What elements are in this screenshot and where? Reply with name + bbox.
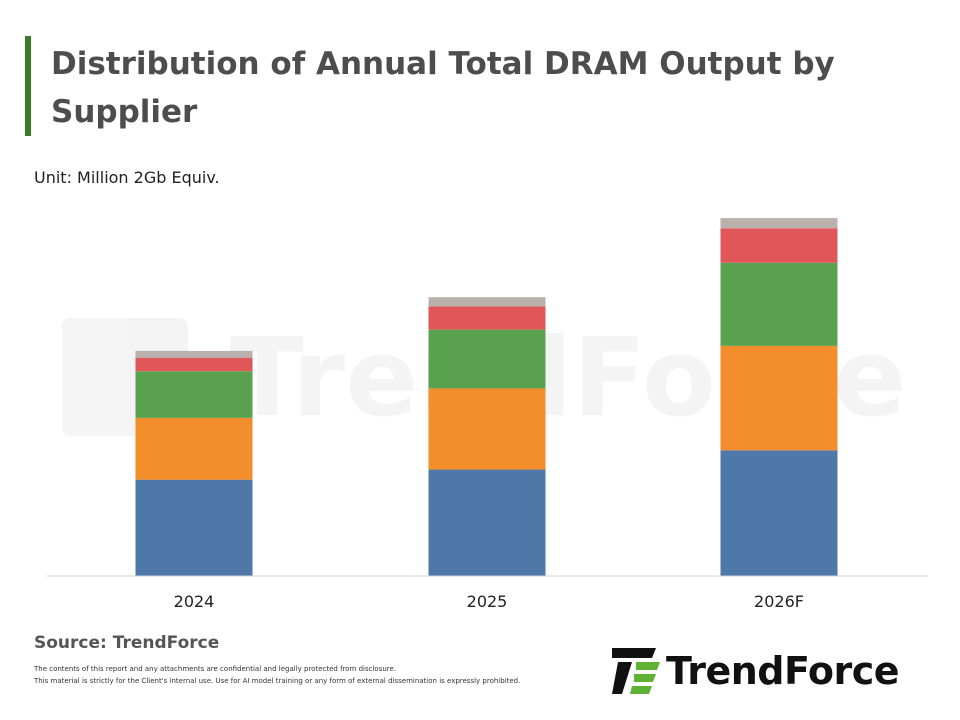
- bar-segment-2026F-s2: [720, 345, 838, 451]
- bar-segment-2025-s2: [428, 388, 546, 470]
- trendforce-logo: TrendForce: [612, 646, 932, 696]
- title-accent-bar: [25, 36, 31, 136]
- disclaimer-line-2: This material is strictly for the Client…: [34, 677, 521, 685]
- bar-segment-2026F-s3: [720, 262, 838, 346]
- source-label: Source: TrendForce: [34, 633, 220, 653]
- disclaimer-line-1: The contents of this report and any atta…: [34, 665, 397, 673]
- bar-segment-2026F-s1: [720, 450, 838, 576]
- unit-label: Unit: Million 2Gb Equiv.: [34, 168, 220, 187]
- bar-segment-2026F-s5: [720, 218, 838, 229]
- bar-segment-2024-s1: [135, 479, 253, 576]
- bar-segment-2025-s4: [428, 306, 546, 330]
- bar-segment-2025-s3: [428, 329, 546, 389]
- trendforce-logo-icon: [612, 648, 660, 694]
- bar-segment-2024-s4: [135, 358, 253, 372]
- bar-segment-2025-s1: [428, 469, 546, 576]
- bar-segment-2024-s3: [135, 371, 253, 418]
- chart-title: Distribution of Annual Total DRAM Output…: [51, 46, 835, 130]
- logo-text: TrendForce: [666, 649, 900, 693]
- bar-segment-2026F-s4: [720, 228, 838, 263]
- chart-bars: [135, 218, 838, 576]
- x-tick-label-2026F: 2026F: [754, 592, 804, 611]
- x-tick-label-2024: 2024: [174, 592, 215, 611]
- bar-segment-2024-s5: [135, 350, 253, 359]
- bar-segment-2024-s2: [135, 417, 253, 480]
- stacked-bar-chart: TrendForce 2024 2025 2026F: [47, 218, 927, 611]
- x-axis-labels: 2024 2025 2026F: [174, 592, 804, 611]
- bar-segment-2025-s5: [428, 297, 546, 307]
- x-tick-label-2025: 2025: [467, 592, 508, 611]
